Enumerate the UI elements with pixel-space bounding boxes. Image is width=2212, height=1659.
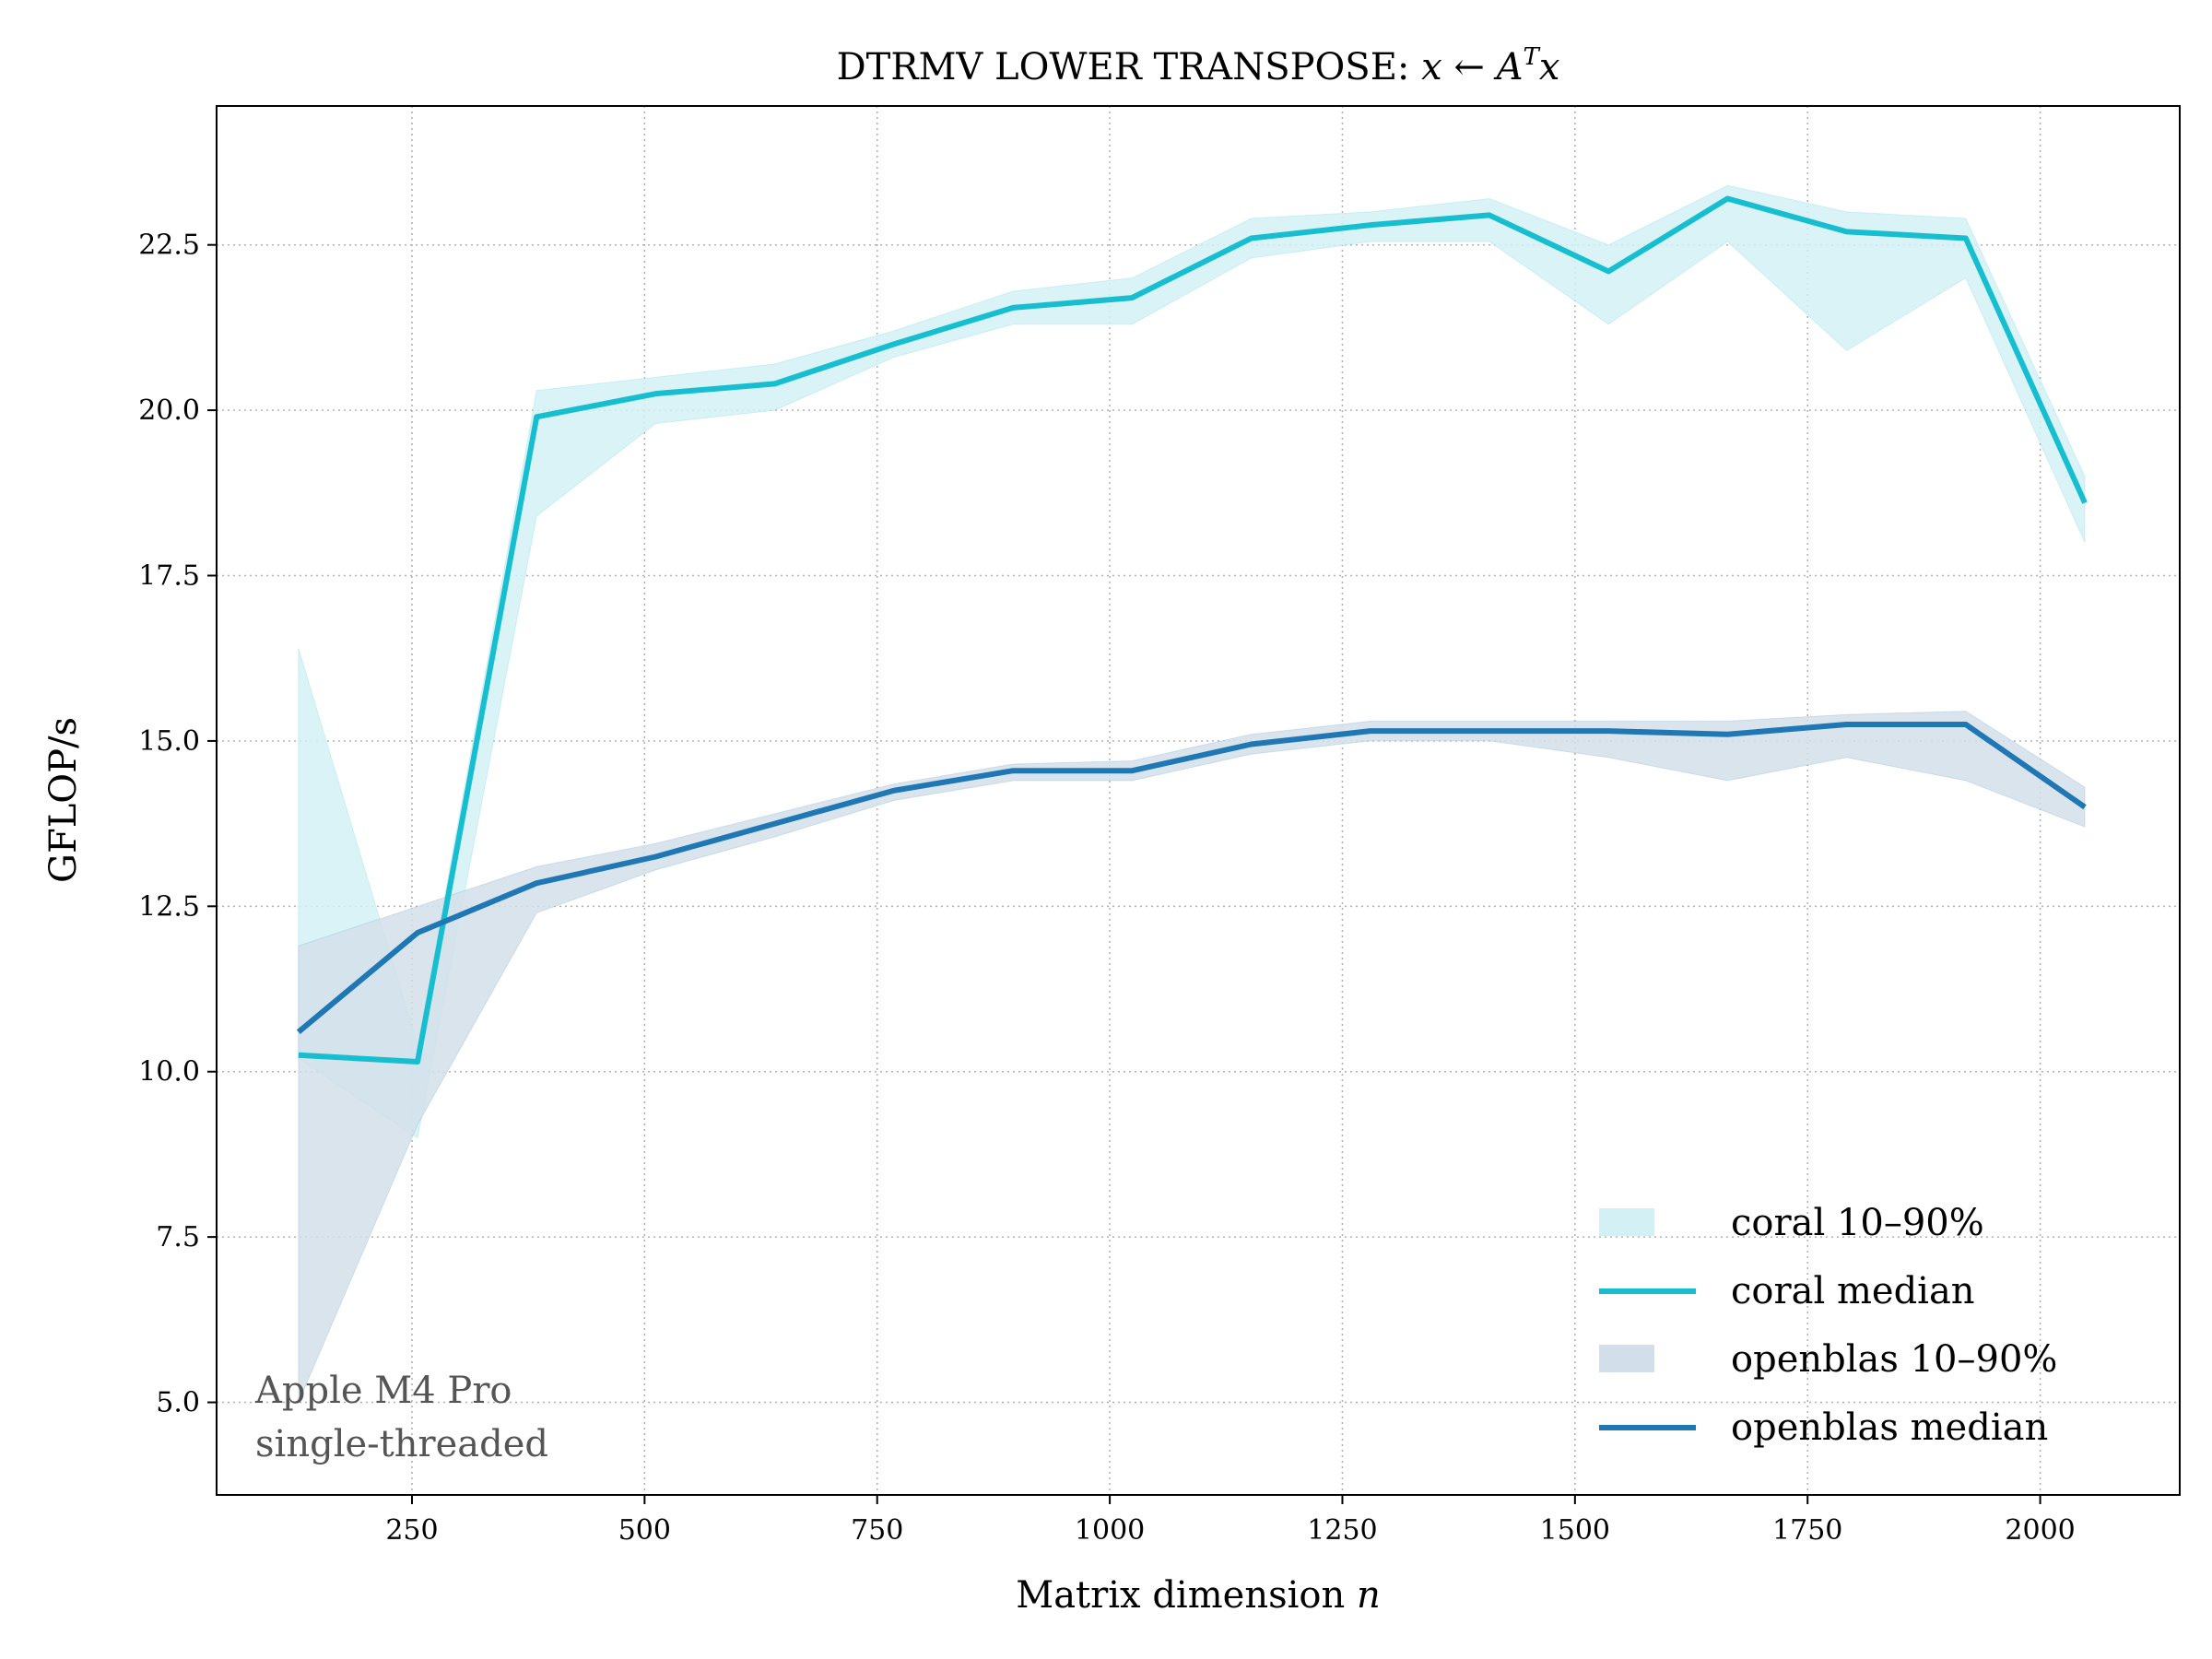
y-tick-label: 17.5	[138, 560, 200, 593]
x-axis-label-text: Matrix dimension	[1016, 1574, 1357, 1617]
legend-swatch-openblas-band	[1599, 1345, 1654, 1372]
plot-frame	[216, 105, 2181, 1496]
legend-label-coral-band: coral 10–90%	[1731, 1202, 1984, 1244]
chart-title: DTRMV LOWER TRANSPOSE: x ← ATx	[837, 43, 1560, 88]
coral-band	[298, 184, 2086, 1139]
y-tick-label: 20.0	[138, 394, 200, 427]
x-tick-label: 2000	[2005, 1514, 2075, 1547]
title-arrow: ←	[1442, 46, 1497, 88]
y-tick-label: 22.5	[138, 229, 200, 262]
x-tick-label: 750	[851, 1514, 903, 1547]
x-axis-label: Matrix dimension n	[1016, 1574, 1380, 1617]
x-tick-label: 250	[385, 1514, 438, 1547]
annotation-line-1: Apple M4 Pro	[254, 1370, 512, 1412]
title-var-a: A	[1493, 46, 1524, 88]
coral-median-line	[298, 195, 2088, 1065]
title-var-x2: x	[1539, 46, 1560, 88]
percentile-bands	[298, 184, 2086, 1403]
title-superscript-t: T	[1524, 43, 1541, 71]
openblas-band	[298, 711, 2086, 1403]
x-axis-ticks: 250 500 750 1000 1250 1500 1750 2000	[385, 1495, 2076, 1547]
y-tick-label: 7.5	[156, 1221, 200, 1253]
x-tick-label: 1750	[1772, 1514, 1842, 1547]
x-tick-label: 1250	[1307, 1514, 1377, 1547]
title-var-x: x	[1421, 46, 1442, 88]
legend-label-openblas-median: openblas median	[1731, 1406, 2048, 1449]
y-tick-label: 10.0	[138, 1056, 200, 1088]
openblas-median-line	[296, 721, 2087, 1034]
x-tick-label: 1500	[1540, 1514, 1610, 1547]
chart-title-prefix: DTRMV LOWER TRANSPOSE:	[837, 46, 1422, 88]
y-axis-ticks: 5.0 7.5 10.0 12.5 15.0 17.5 20.0 22.5	[138, 229, 217, 1419]
legend-label-openblas-band: openblas 10–90%	[1731, 1338, 2057, 1381]
y-tick-label: 15.0	[138, 725, 200, 758]
x-tick-label: 500	[618, 1514, 671, 1547]
legend-label-coral-median: coral median	[1731, 1270, 1975, 1312]
y-axis-label: GFLOP/s	[42, 717, 85, 883]
legend-swatch-coral-band	[1599, 1208, 1654, 1236]
x-tick-label: 1000	[1075, 1514, 1145, 1547]
y-tick-label: 12.5	[138, 890, 200, 923]
median-lines	[296, 195, 2088, 1065]
annotation-line-2: single-threaded	[255, 1423, 548, 1465]
legend: coral 10–90% coral median openblas 10–90…	[1599, 1202, 2057, 1449]
y-tick-label: 5.0	[156, 1387, 200, 1419]
x-axis-label-var: n	[1357, 1574, 1381, 1617]
